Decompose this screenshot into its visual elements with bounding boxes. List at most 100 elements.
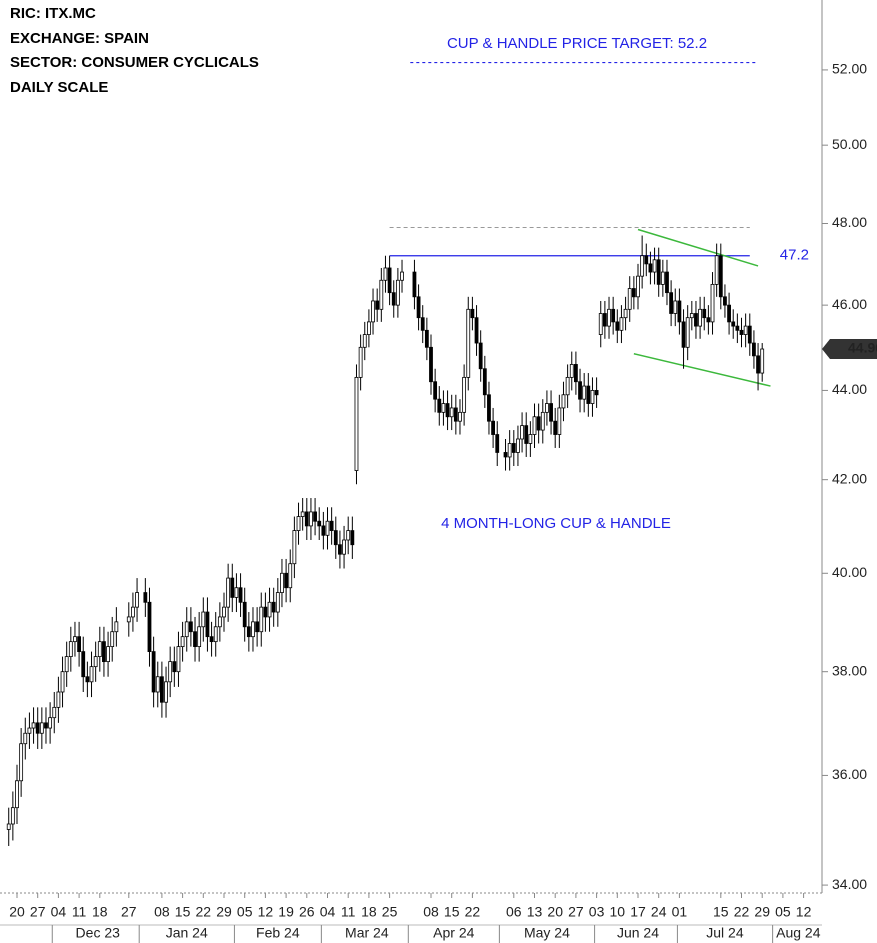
candle-body: [313, 511, 317, 522]
candle-body: [578, 381, 582, 400]
candle-body: [213, 626, 218, 643]
candle-body: [482, 368, 487, 396]
candle-body: [48, 717, 53, 729]
candle-body: [735, 325, 740, 331]
candle-body: [607, 308, 611, 327]
y-tick-label: 48.00: [832, 214, 867, 230]
candle-body: [466, 308, 471, 378]
candle-body: [188, 621, 193, 633]
candle-body: [267, 601, 272, 618]
candle-body: [665, 271, 669, 294]
candle-body: [383, 267, 388, 281]
candle-body: [698, 308, 702, 327]
candle-body: [197, 626, 202, 648]
candle-body: [64, 656, 69, 673]
x-tick-label: 26: [299, 904, 315, 920]
candle-body: [222, 606, 226, 618]
candle-body: [623, 308, 628, 319]
candle-body: [325, 520, 330, 536]
candle-body: [470, 308, 475, 319]
pattern-label: 4 MONTH-LONG CUP & HANDLE: [441, 515, 671, 532]
candle-body: [611, 308, 616, 323]
candle-body: [627, 288, 632, 310]
candle-body: [756, 355, 760, 374]
x-tick-label: 13: [527, 904, 543, 920]
candle-body: [230, 577, 235, 598]
candle-body: [151, 651, 156, 693]
candle-body: [545, 403, 549, 413]
candle-body: [487, 394, 491, 422]
candle-body: [391, 292, 396, 306]
candle-body: [400, 271, 404, 281]
x-tick-label: 11: [341, 904, 356, 920]
candle-body: [242, 601, 247, 628]
candle-body: [73, 636, 77, 643]
x-tick-label: 27: [30, 904, 46, 920]
candle-body: [524, 425, 529, 444]
candle-body: [743, 325, 748, 335]
x-tick-label: 01: [672, 904, 688, 920]
x-tick-label: 08: [154, 904, 170, 920]
candle-body: [474, 317, 479, 344]
candle-body: [304, 511, 309, 527]
candle-body: [631, 288, 636, 298]
candle-body: [300, 511, 305, 517]
x-tick-label: 20: [9, 904, 25, 920]
candle-body: [640, 255, 645, 277]
x-tick-label: 22: [196, 904, 212, 920]
candle-body: [433, 381, 438, 400]
candle-body: [358, 346, 363, 378]
candle-body: [180, 636, 185, 648]
candle-body: [702, 308, 707, 319]
candle-body: [6, 823, 11, 830]
candle-body: [275, 592, 280, 613]
candle-body: [752, 342, 756, 357]
candle-body: [379, 279, 384, 310]
channel-line: [637, 228, 759, 267]
candle-body: [371, 300, 375, 323]
candle-body: [516, 438, 520, 453]
candle-body: [615, 321, 620, 331]
candle-body: [172, 661, 177, 673]
candle-body: [280, 572, 284, 593]
candle-body: [689, 313, 694, 319]
candle-body: [723, 296, 727, 306]
candle-body: [110, 631, 115, 648]
candle-body: [660, 271, 665, 285]
x-tick-label: 06: [506, 904, 522, 920]
candle-body: [333, 530, 338, 546]
candle-body: [338, 544, 342, 555]
x-tick-label: 05: [775, 904, 791, 920]
candle-body: [540, 411, 545, 431]
candle-body: [89, 666, 94, 683]
y-tick-label: 36.00: [832, 766, 867, 782]
candle-body: [375, 300, 380, 310]
x-tick-label: 25: [382, 904, 398, 920]
candle-body: [536, 416, 541, 431]
candle-body: [205, 611, 210, 638]
candle-body: [271, 601, 276, 613]
month-label: May 24: [524, 925, 570, 941]
candle-body: [366, 321, 371, 335]
candle-body: [44, 722, 48, 729]
candle-body: [449, 407, 454, 418]
candle-body: [251, 621, 255, 638]
candle-body: [569, 364, 574, 378]
y-tick-label: 40.00: [832, 564, 867, 580]
candle-body: [39, 722, 44, 734]
y-tick-label: 34.00: [832, 876, 867, 892]
candle-body: [35, 722, 40, 734]
candle-body: [714, 255, 719, 285]
x-tick-label: 12: [796, 904, 812, 920]
candle-body: [619, 317, 624, 331]
candle-body: [143, 592, 148, 603]
candle-body: [553, 420, 558, 435]
candle-body: [710, 283, 715, 323]
candle-body: [549, 403, 553, 422]
x-tick-label: 27: [121, 904, 137, 920]
candle-body: [52, 706, 57, 719]
candle-body: [557, 407, 562, 435]
candle-body: [727, 304, 731, 323]
candle-body: [346, 530, 351, 541]
candle-body: [15, 780, 19, 809]
